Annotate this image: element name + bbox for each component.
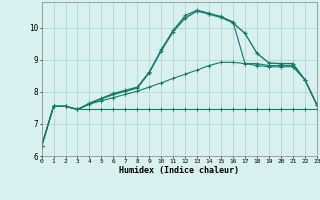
X-axis label: Humidex (Indice chaleur): Humidex (Indice chaleur) <box>119 166 239 175</box>
